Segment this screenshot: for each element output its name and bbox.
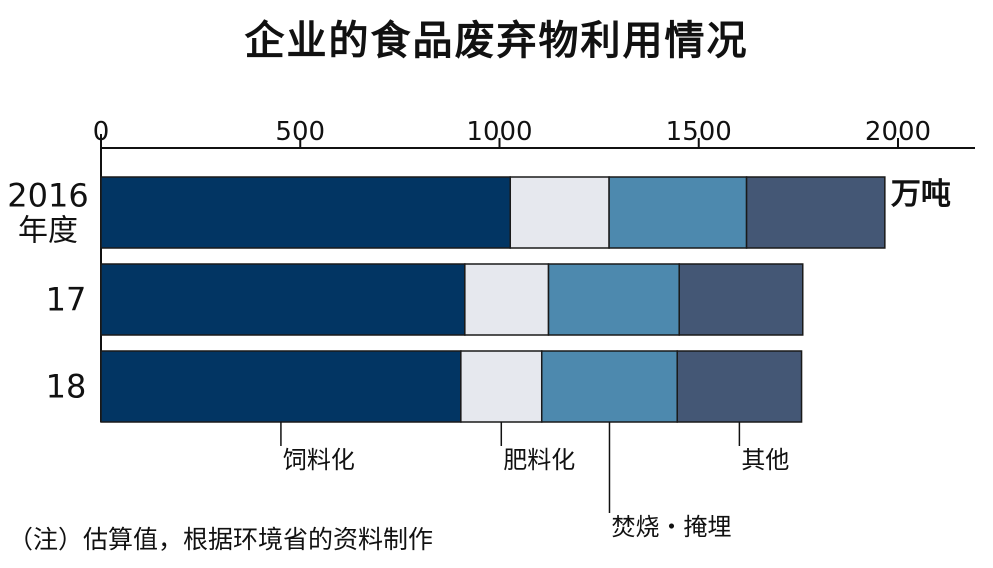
x-tick-label: 2000 xyxy=(865,117,931,147)
bar-segment xyxy=(608,176,748,249)
y-category-label: 2016 xyxy=(7,177,88,215)
bar-segment xyxy=(745,176,886,249)
bar-segment xyxy=(547,263,680,336)
bar-segment xyxy=(678,263,804,336)
series-label: 其他 xyxy=(741,446,789,474)
x-tick-label: 1000 xyxy=(466,117,532,147)
series-label: 饲料化 xyxy=(283,446,355,474)
bar-segment xyxy=(676,350,803,423)
bar-segment xyxy=(100,350,462,423)
bar-segment xyxy=(464,263,550,336)
y-category-label: 18 xyxy=(46,368,87,406)
chart-title: 企业的食品废弃物利用情况 xyxy=(244,18,749,64)
source-note: （注）估算值，根据环境省的资料制作 xyxy=(8,525,434,554)
bar-segment xyxy=(509,176,610,249)
bar-segment xyxy=(460,350,543,423)
y-category-sublabel: 年度 xyxy=(18,214,78,249)
x-tick-label: 0 xyxy=(93,117,110,147)
unit-label: 万吨 xyxy=(891,177,951,212)
y-category-label: 17 xyxy=(46,281,87,319)
series-label: 肥料化 xyxy=(503,446,575,474)
bar-segment xyxy=(100,176,512,249)
bar-segment xyxy=(540,350,678,423)
x-tick-label: 1500 xyxy=(666,117,732,147)
x-tick-label: 500 xyxy=(275,117,325,147)
bar-segment xyxy=(100,263,466,336)
series-label: 焚烧・掩埋 xyxy=(611,513,731,541)
